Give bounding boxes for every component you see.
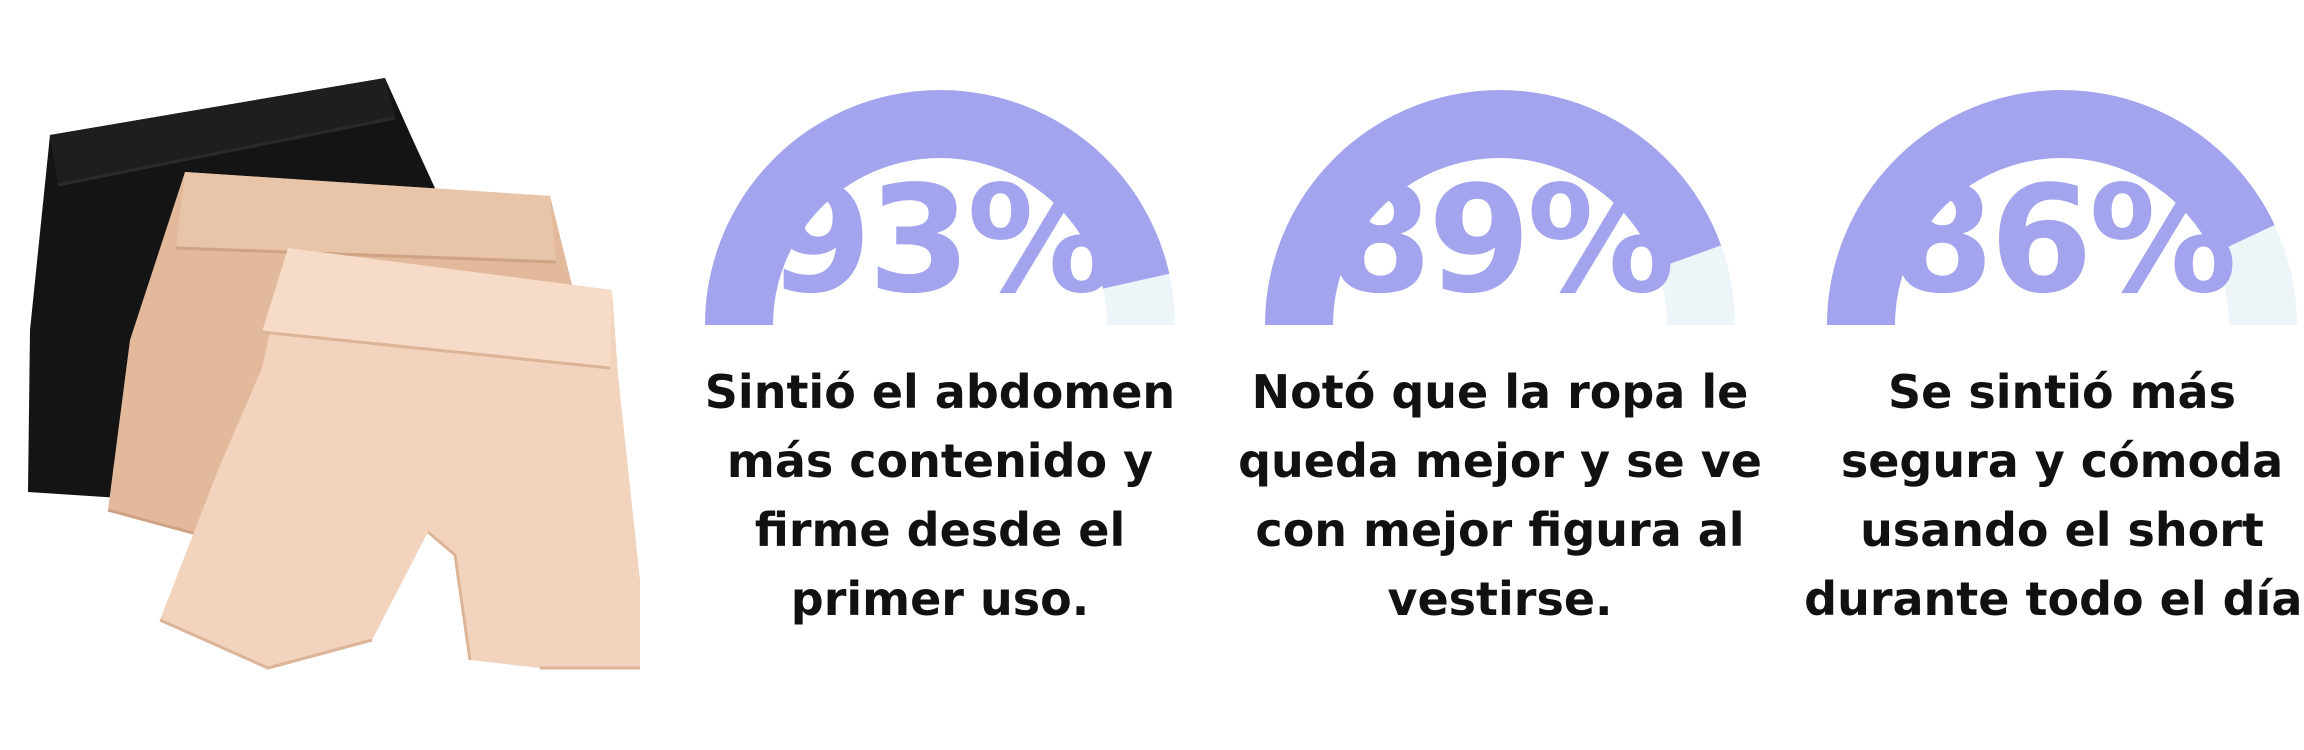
gauge-fill: [1265, 90, 1722, 326]
stat-card-1: 93% Sintió el abdomen más contenido y fi…: [670, 40, 1210, 680]
gauge-fill: [705, 90, 1170, 326]
percent-value: 93%: [768, 154, 1115, 326]
gauge-chart-3: [1827, 90, 2297, 326]
stat-caption: Notó que la ropa le queda mejor y se ve …: [1238, 365, 1762, 626]
percent-value: 86%: [1890, 154, 2237, 326]
gauge-chart-2: [1265, 90, 1735, 326]
gauge-chart-1: [705, 90, 1175, 326]
percent-value: 89%: [1328, 154, 1675, 326]
stat-card-2: 89% Notó que la ropa le queda mejor y se…: [1230, 40, 1770, 680]
gauge-fill: [1827, 90, 2275, 326]
shorts-product-image: [28, 78, 640, 670]
nude-shorts: [159, 248, 640, 670]
stat-caption: Sintió el abdomen más contenido y firme …: [704, 365, 1176, 626]
stat-card-3: 86% Se sintió más segura y cómoda usando…: [1792, 40, 2304, 680]
stat-caption: Se sintió más segura y cómoda usando el …: [1804, 365, 2304, 626]
